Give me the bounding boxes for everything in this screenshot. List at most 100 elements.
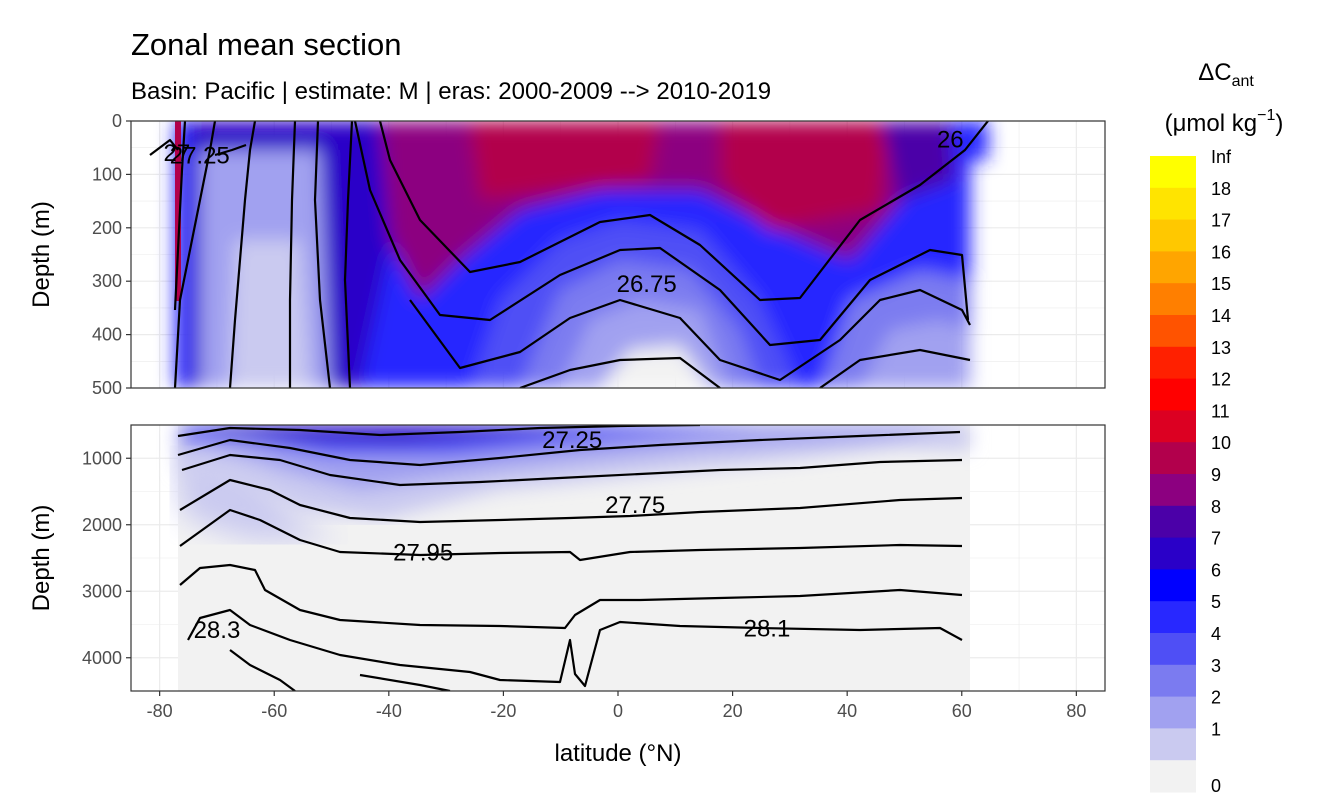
legend-units: (μmol kg−1) — [1165, 107, 1284, 137]
x-tick-label: -20 — [490, 701, 516, 721]
contour-upper-5 — [313, 121, 332, 388]
contour-upper-4 — [288, 121, 297, 388]
legend-swatch — [1150, 569, 1196, 602]
upper-contours — [149, 121, 989, 388]
contour-upper-9 — [409, 288, 971, 382]
legend-break-label: 9 — [1211, 465, 1221, 485]
upper-field-magenta-east — [720, 121, 890, 230]
contour-lower-6 — [179, 563, 963, 630]
chart-subtitle: Basin: Pacific | estimate: M | eras: 200… — [131, 78, 771, 105]
upper-field-east-pale — [860, 320, 970, 388]
contour-upper-12 — [149, 138, 179, 156]
legend-swatch — [1150, 760, 1196, 793]
lower-y-axis-title: Depth (m) — [28, 505, 55, 612]
x-tick-label: 40 — [837, 701, 857, 721]
contour-label: 27 — [163, 140, 190, 167]
contour-lower-2 — [177, 430, 961, 467]
x-tick-label: -40 — [376, 701, 402, 721]
legend-break-label: 6 — [1211, 560, 1221, 580]
legend-swatch — [1150, 283, 1196, 316]
upper-y-axis-title: Depth (m) — [28, 201, 55, 308]
x-tick-label: -60 — [261, 701, 287, 721]
x-tick-label: 20 — [723, 701, 743, 721]
y-tick-label: 3000 — [82, 581, 122, 601]
upper-y-axis: 0 100 200 300 400 500 — [92, 111, 131, 398]
upper-field-mid-west — [230, 240, 310, 388]
y-tick-label: 100 — [92, 164, 122, 184]
legend-swatch — [1150, 474, 1196, 507]
legend-swatch — [1150, 696, 1196, 729]
contour-upper-8 — [353, 121, 970, 347]
legend-break-label: 13 — [1211, 338, 1231, 358]
contour-label: 26.75 — [617, 271, 677, 298]
contour-lower-4 — [179, 478, 963, 524]
x-axis-title: latitude (°N) — [555, 740, 682, 767]
contour-label: 28.1 — [744, 615, 791, 642]
lower-contour-labels: 27.25 27.75 27.95 28.3 28.1 — [194, 427, 791, 644]
contour-label: 27.25 — [170, 143, 230, 170]
contour-lower-8 — [229, 649, 296, 691]
contour-upper-6 — [343, 121, 354, 388]
legend-swatch — [1150, 251, 1196, 284]
contour-lower-3 — [181, 453, 963, 487]
legend-title-sub: ant — [1232, 73, 1255, 90]
contour-lower-1 — [177, 425, 701, 438]
legend-units-sup: −1 — [1257, 107, 1275, 124]
legend-break-label: 2 — [1211, 688, 1221, 708]
legend-swatch — [1150, 346, 1196, 380]
legend-break-label: 5 — [1211, 592, 1221, 612]
legend-swatch — [1150, 505, 1196, 539]
legend-break-label: 1 — [1211, 719, 1221, 739]
contour-label: 27.75 — [605, 492, 665, 519]
contour-upper-7 — [378, 121, 989, 302]
contour-lower-7 — [187, 608, 963, 688]
contour-label: 26 — [937, 127, 964, 154]
contour-upper-11 — [819, 348, 971, 388]
legend-units-main: (μmol kg — [1165, 110, 1258, 137]
lower-contours — [177, 425, 963, 691]
legend-break-label: 8 — [1211, 497, 1221, 517]
contour-lower-5 — [179, 508, 963, 562]
legend-break-label: 18 — [1211, 179, 1231, 199]
legend-swatch — [1150, 156, 1196, 189]
upper-field — [149, 121, 989, 388]
legend-swatch — [1150, 410, 1196, 443]
x-tick-label: -80 — [147, 701, 173, 721]
y-tick-label: 300 — [92, 271, 122, 291]
y-tick-label: 2000 — [82, 515, 122, 535]
upper-field-whitish-core — [600, 345, 710, 388]
contour-label: 28.3 — [194, 617, 241, 644]
legend-swatch — [1150, 601, 1196, 634]
legend-break-label: 14 — [1211, 306, 1231, 326]
y-tick-label: 400 — [92, 325, 122, 345]
lower-y-axis: 1000 2000 3000 4000 — [82, 448, 131, 668]
lower-panel: 27.25 27.75 27.95 28.3 28.1 1000 2000 3000 4000… — [28, 424, 1106, 692]
contour-label: 27.95 — [393, 540, 453, 567]
legend-break-label: 3 — [1211, 656, 1221, 676]
legend-break-label: 11 — [1211, 401, 1230, 421]
chart-title: Zonal mean section — [131, 27, 402, 62]
contour-upper-3 — [228, 121, 257, 388]
legend-break-label: 15 — [1211, 274, 1231, 294]
legend-title: ΔCant — [1198, 59, 1254, 90]
x-axis: -80 -60 -40 -20 0 20 40 60 80 — [147, 691, 1086, 721]
legend-swatches — [1150, 156, 1196, 793]
contour-upper-13 — [214, 143, 247, 157]
contour-lower-9 — [359, 673, 451, 691]
x-tick-label: 80 — [1066, 701, 1086, 721]
contour-upper-2 — [173, 121, 217, 388]
upper-field-magenta-core — [470, 121, 660, 200]
legend-break-label: 10 — [1211, 433, 1231, 453]
legend-swatch — [1150, 537, 1196, 570]
x-tick-label: 60 — [952, 701, 972, 721]
legend-break-label: 0 — [1211, 776, 1221, 796]
legend-break-label: 7 — [1211, 529, 1221, 549]
y-tick-label: 4000 — [82, 648, 122, 668]
legend-break-label: 17 — [1211, 211, 1231, 231]
lower-field — [177, 425, 970, 691]
legend-break-label: Inf — [1211, 147, 1232, 167]
legend-swatch — [1150, 728, 1196, 761]
legend-break-label: 16 — [1211, 242, 1231, 262]
legend-swatch — [1150, 442, 1196, 475]
